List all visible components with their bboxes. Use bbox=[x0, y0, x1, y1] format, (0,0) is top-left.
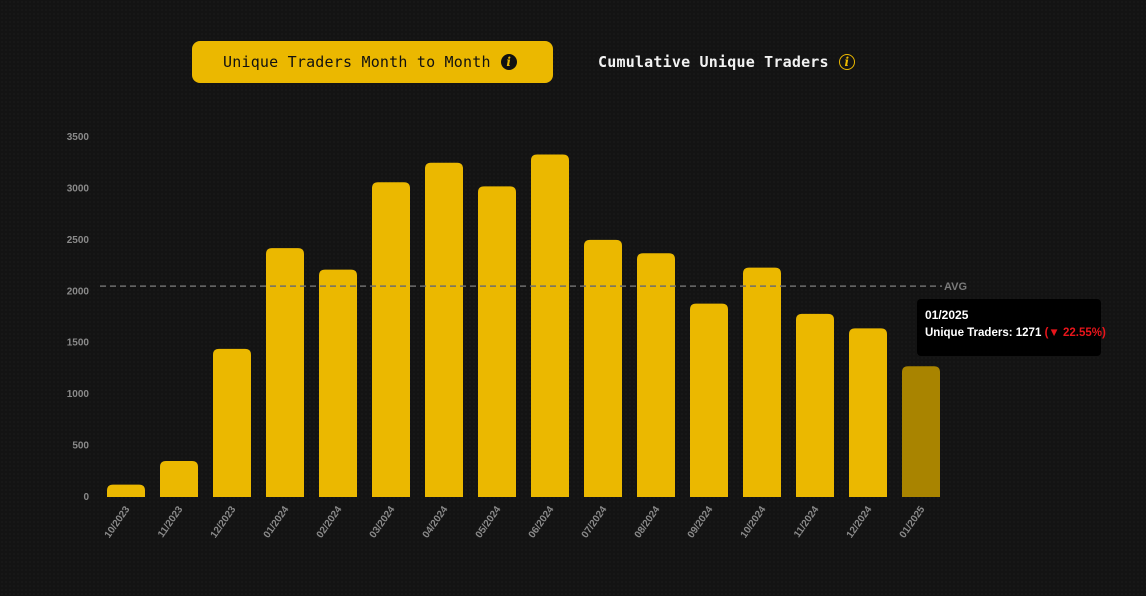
x-tick-label: 10/2024 bbox=[739, 504, 769, 540]
tooltip-label: Unique Traders: bbox=[925, 327, 1013, 339]
x-tick-label: 11/2023 bbox=[156, 504, 186, 540]
bar-06-2024 bbox=[531, 154, 569, 497]
x-tick-label: 05/2024 bbox=[474, 504, 504, 540]
tab-label: Unique Traders Month to Month bbox=[223, 53, 491, 71]
y-tick-label: 500 bbox=[72, 441, 89, 452]
bar-04-2024 bbox=[425, 162, 463, 497]
x-tick-label: 08/2024 bbox=[633, 504, 663, 540]
x-tick-label: 04/2024 bbox=[421, 504, 451, 540]
chart-tabs: Unique Traders Month to Month i Cumulati… bbox=[192, 41, 855, 83]
bar-02-2024 bbox=[319, 269, 357, 497]
info-icon[interactable]: i bbox=[838, 54, 855, 70]
bar-tooltip: 01/2025 Unique Traders: 1271 (▼ 22.55%) bbox=[917, 299, 1106, 356]
tooltip-line: Unique Traders: 1271 (▼ 22.55%) bbox=[925, 327, 1106, 339]
tooltip-change: (▼ 22.55%) bbox=[1044, 327, 1106, 339]
tooltip-title: 01/2025 bbox=[925, 308, 969, 322]
x-tick-label: 01/2025 bbox=[898, 504, 928, 540]
bar-11-2024 bbox=[796, 313, 834, 497]
x-tick-label: 09/2024 bbox=[686, 504, 716, 540]
y-tick-label: 3500 bbox=[67, 132, 90, 143]
bar-10-2023 bbox=[107, 484, 145, 497]
bar-03-2024 bbox=[372, 182, 410, 497]
x-tick-label: 12/2023 bbox=[209, 504, 239, 540]
y-tick-label: 2500 bbox=[67, 235, 90, 246]
x-tick-label: 01/2024 bbox=[262, 504, 292, 540]
bar-12-2024 bbox=[849, 328, 887, 497]
bar-01-2025[interactable] bbox=[902, 366, 940, 497]
bar-05-2024 bbox=[478, 186, 516, 497]
bar-08-2024 bbox=[637, 253, 675, 497]
y-tick-label: 0 bbox=[83, 492, 89, 503]
y-tick-label: 3000 bbox=[67, 183, 90, 194]
y-tick-label: 1500 bbox=[67, 338, 90, 349]
x-tick-label: 06/2024 bbox=[527, 504, 557, 540]
tab-label: Cumulative Unique Traders bbox=[598, 53, 829, 71]
x-tick-label: 02/2024 bbox=[315, 504, 345, 540]
y-tick-label: 1000 bbox=[67, 389, 90, 400]
tooltip-value: 1271 bbox=[1015, 327, 1042, 339]
bar-10-2024 bbox=[743, 267, 781, 497]
tab-cumulative-unique-traders[interactable]: Cumulative Unique Traders i bbox=[598, 41, 855, 83]
bar-01-2024 bbox=[266, 248, 304, 497]
bar-07-2024 bbox=[584, 239, 622, 497]
bar-09-2024 bbox=[690, 303, 728, 497]
x-tick-label: 11/2024 bbox=[792, 504, 822, 540]
bar-12-2023 bbox=[213, 348, 251, 497]
x-tick-label: 12/2024 bbox=[845, 504, 875, 540]
bar-11-2023 bbox=[160, 461, 198, 497]
avg-label: AVG bbox=[944, 281, 967, 293]
x-tick-label: 03/2024 bbox=[368, 504, 398, 540]
y-tick-label: 2000 bbox=[67, 286, 90, 297]
x-tick-label: 10/2023 bbox=[103, 504, 133, 540]
x-tick-label: 07/2024 bbox=[580, 504, 610, 540]
info-icon[interactable]: i bbox=[500, 54, 517, 70]
tab-unique-traders-month[interactable]: Unique Traders Month to Month i bbox=[192, 41, 553, 83]
